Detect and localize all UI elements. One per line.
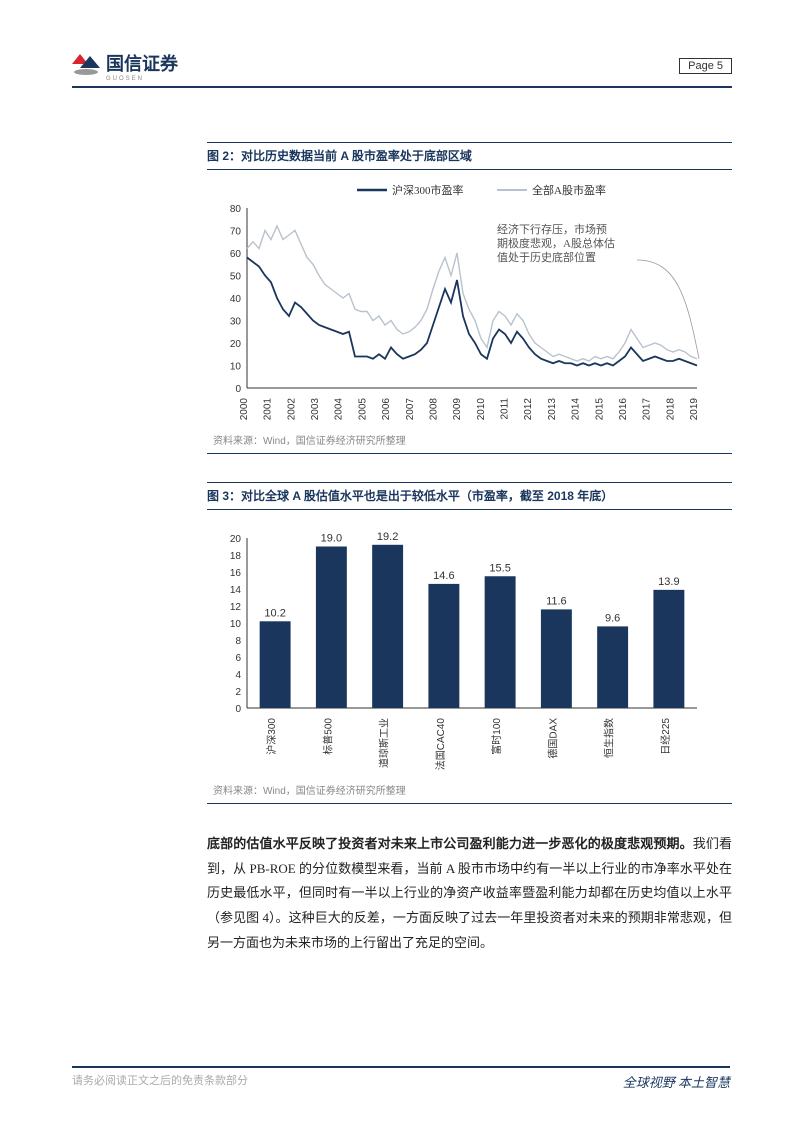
svg-text:标普500: 标普500: [321, 718, 334, 755]
svg-text:20: 20: [230, 339, 242, 350]
svg-text:8: 8: [235, 636, 241, 647]
svg-text:沪深300市盈率: 沪深300市盈率: [392, 183, 464, 197]
figure2-title-row: 图 2：对比历史数据当前 A 股市盈率处于底部区域: [207, 142, 732, 170]
figure2-source: 资料来源：Wind，国信证券经济研究所整理: [207, 428, 732, 454]
footer-slogan: 全球视野 本土智慧: [623, 1072, 730, 1091]
svg-text:18: 18: [230, 551, 242, 562]
svg-text:2003: 2003: [310, 398, 321, 421]
svg-text:值处于历史底部位置: 值处于历史底部位置: [497, 250, 596, 264]
svg-text:14.6: 14.6: [433, 570, 454, 582]
footer-disclaimer: 请务必阅读正文之后的免责条款部分: [72, 1072, 248, 1091]
svg-text:2019: 2019: [689, 398, 700, 421]
brand-name: 国信证券: [106, 50, 178, 76]
svg-text:11.6: 11.6: [546, 595, 567, 607]
svg-text:70: 70: [230, 227, 242, 238]
figure2-svg: 0 10 20 30 40 50 60 70 80 2000 2001 2002 2003 2004 200…: [207, 178, 707, 428]
figure2-chart: 0 10 20 30 40 50 60 70 80 2000 2001 2002 2003 2004 200…: [207, 178, 707, 428]
svg-text:2007: 2007: [405, 398, 416, 421]
svg-text:全部A股市盈率: 全部A股市盈率: [532, 183, 606, 197]
svg-text:10: 10: [230, 362, 242, 373]
svg-text:12: 12: [230, 602, 242, 613]
figure2-title: 图 2：对比历史数据当前 A 股市盈率处于底部区域: [207, 149, 472, 163]
svg-text:40: 40: [230, 294, 242, 305]
brand-sub: GUOSEN: [106, 76, 178, 82]
svg-text:2000: 2000: [239, 398, 250, 421]
figure3-svg: 0 2 4 6 8 10 12 14 16 18 20 10.2 沪深300 19.0 标普500 19.2 道…: [207, 518, 707, 778]
svg-text:19.0: 19.0: [321, 533, 342, 545]
svg-text:2012: 2012: [523, 398, 534, 421]
svg-text:法国CAC40: 法国CAC40: [434, 718, 447, 771]
svg-text:日经225: 日经225: [659, 718, 672, 755]
svg-text:2002: 2002: [286, 398, 297, 421]
svg-text:15.5: 15.5: [489, 562, 510, 574]
body-paragraph: 底部的估值水平反映了投资者对未来上市公司盈利能力进一步恶化的极度悲观预期。我们看…: [207, 832, 732, 955]
svg-text:50: 50: [230, 272, 242, 283]
svg-text:沪深300: 沪深300: [265, 718, 278, 755]
svg-text:2014: 2014: [571, 398, 582, 421]
brand-logo: 国信证券 GUOSEN: [72, 50, 178, 82]
svg-text:2011: 2011: [500, 398, 511, 420]
svg-text:2006: 2006: [381, 398, 392, 421]
page-number: Page 5: [679, 58, 732, 74]
main-content: 图 2：对比历史数据当前 A 股市盈率处于底部区域 01020304050607…: [72, 92, 732, 955]
body-bold: 底部的估值水平反映了投资者对未来上市公司盈利能力进一步恶化的极度悲观预期。: [207, 836, 693, 851]
svg-text:2008: 2008: [428, 398, 439, 421]
svg-text:2018: 2018: [665, 398, 676, 421]
svg-text:富时100: 富时100: [490, 718, 503, 755]
svg-text:60: 60: [230, 249, 242, 260]
svg-text:2017: 2017: [642, 398, 653, 421]
body-rest: 我们看到，从 PB-ROE 的分位数模型来看，当前 A 股市市场中约有一半以上行…: [207, 836, 732, 950]
svg-text:2016: 2016: [618, 398, 629, 421]
svg-text:2004: 2004: [334, 398, 345, 421]
svg-text:16: 16: [230, 568, 242, 579]
svg-text:道琼斯工业: 道琼斯工业: [378, 718, 391, 768]
svg-text:德国DAX: 德国DAX: [546, 718, 559, 759]
page-footer: 请务必阅读正文之后的免责条款部分 全球视野 本土智慧: [72, 1066, 730, 1091]
svg-text:2013: 2013: [547, 398, 558, 421]
svg-text:14: 14: [230, 585, 242, 596]
figure3-chart: 0 2 4 6 8 10 12 14 16 18 20 10.2 沪深300 19.0 标普500 19.2 道…: [207, 518, 707, 778]
svg-text:10: 10: [230, 619, 242, 630]
svg-text:80: 80: [230, 204, 242, 215]
svg-text:2010: 2010: [476, 398, 487, 421]
svg-text:2: 2: [235, 687, 241, 698]
svg-text:20: 20: [230, 534, 242, 545]
svg-text:0: 0: [235, 704, 241, 715]
svg-text:30: 30: [230, 317, 242, 328]
svg-text:10.2: 10.2: [264, 607, 285, 619]
svg-text:19.2: 19.2: [377, 531, 398, 543]
svg-text:9.6: 9.6: [605, 612, 620, 624]
svg-text:2009: 2009: [452, 398, 463, 421]
figure3-source: 资料来源：Wind，国信证券经济研究所整理: [207, 778, 732, 804]
figure3-title: 图 3：对比全球 A 股估值水平也是出于较低水平（市盈率，截至 2018 年底）: [207, 489, 613, 503]
logo-icon: [72, 54, 100, 78]
svg-text:4: 4: [235, 670, 241, 681]
svg-text:2015: 2015: [594, 398, 605, 421]
svg-text:2001: 2001: [263, 398, 274, 421]
svg-text:0: 0: [235, 384, 241, 395]
svg-text:13.9: 13.9: [658, 576, 679, 588]
svg-text:2005: 2005: [357, 398, 368, 421]
figure3-title-row: 图 3：对比全球 A 股估值水平也是出于较低水平（市盈率，截至 2018 年底）: [207, 482, 732, 510]
page-header: 国信证券 GUOSEN Page 5: [72, 50, 732, 88]
svg-text:经济下行存压，市场预: 经济下行存压，市场预: [497, 222, 607, 236]
svg-text:期极度悲观，A股总体估: 期极度悲观，A股总体估: [497, 236, 615, 250]
svg-text:6: 6: [235, 653, 241, 664]
svg-text:恒生指数: 恒生指数: [603, 718, 616, 758]
